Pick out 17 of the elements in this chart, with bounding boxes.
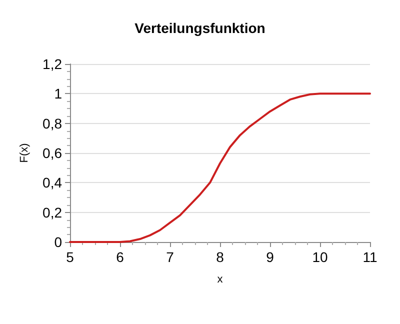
x-tick-label: 10 <box>312 249 328 265</box>
y-tick-label: 0,2 <box>42 204 62 220</box>
chart-title: Verteilungsfunktion <box>134 20 266 36</box>
y-tick-label: 0,4 <box>42 174 62 191</box>
y-tick-label: 0,8 <box>42 115 62 132</box>
x-tick-label: 9 <box>266 249 274 265</box>
y-tick-label: 0,6 <box>42 145 62 161</box>
x-axis-title: x <box>217 274 224 286</box>
x-tick-label: 6 <box>116 249 124 265</box>
y-tick-label: 1,2 <box>42 56 62 72</box>
y-tick-label: 0 <box>54 234 62 250</box>
x-tick-label: 11 <box>362 249 378 265</box>
x-tick-label: 5 <box>66 249 74 265</box>
y-axis-title: F(x) <box>18 143 30 163</box>
x-tick-label: 8 <box>216 249 224 265</box>
y-tick-label: 1 <box>54 86 62 102</box>
x-tick-label: 7 <box>166 249 174 265</box>
